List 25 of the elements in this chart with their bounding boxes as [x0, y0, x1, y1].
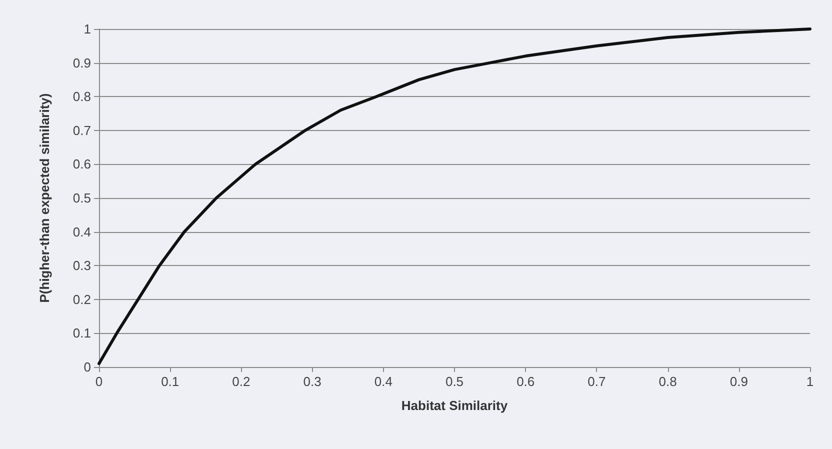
x-tick-label: 0.5 — [445, 374, 464, 389]
x-tick-label: 0.9 — [730, 374, 748, 389]
x-tick-label: 0.3 — [303, 374, 322, 389]
x-tick-label: 0.1 — [161, 374, 180, 389]
y-tick-label: 0.4 — [72, 224, 91, 240]
y-tick-label: 1 — [84, 22, 91, 36]
y-tick-label: 0.2 — [72, 292, 91, 307]
x-tick-label: 0.7 — [588, 374, 606, 389]
y-tick-label: 0.9 — [72, 55, 91, 70]
x-tick-label: 0.6 — [516, 374, 535, 389]
x-tick-label: 1 — [806, 374, 814, 389]
line-series — [98, 28, 812, 366]
y-tick-label: 0.5 — [72, 190, 91, 206]
x-tick-label: 0 — [95, 374, 103, 389]
y-tick-label: 0 — [84, 360, 91, 374]
y-tick-label: 0.6 — [72, 156, 91, 172]
y-axis-title: P(higher-than expected similarity) — [37, 93, 52, 303]
y-tick-label: 0.7 — [72, 122, 91, 138]
x-tick-label: 0.4 — [374, 374, 392, 389]
y-tick-label: 0.8 — [72, 89, 91, 104]
x-tick-label: 0.8 — [658, 374, 677, 389]
y-tick-label: 0.3 — [72, 258, 91, 274]
y-tick-label: 0.1 — [72, 326, 91, 341]
x-tick-label: 0.2 — [232, 374, 250, 389]
x-axis-title: Habitat Similarity — [401, 398, 508, 413]
